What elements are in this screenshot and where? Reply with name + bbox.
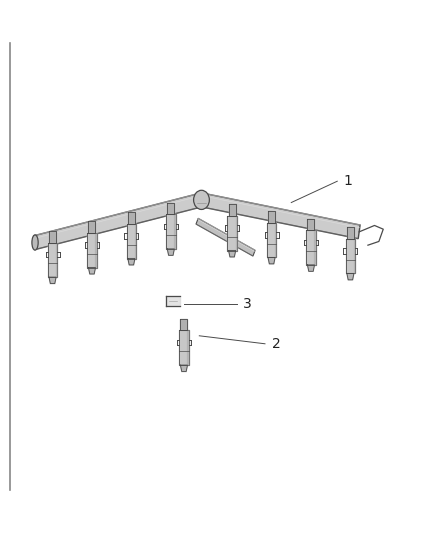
- Polygon shape: [229, 251, 236, 257]
- Text: 1: 1: [344, 174, 353, 188]
- Polygon shape: [88, 268, 95, 274]
- Polygon shape: [167, 203, 174, 214]
- Polygon shape: [196, 219, 255, 256]
- Polygon shape: [347, 273, 354, 280]
- Polygon shape: [34, 193, 203, 249]
- Polygon shape: [127, 224, 136, 259]
- Polygon shape: [128, 212, 135, 224]
- Polygon shape: [346, 239, 355, 273]
- Polygon shape: [48, 243, 57, 277]
- Polygon shape: [267, 223, 276, 257]
- Polygon shape: [180, 365, 187, 372]
- Polygon shape: [229, 204, 236, 216]
- Polygon shape: [187, 330, 189, 365]
- Polygon shape: [201, 193, 360, 239]
- Text: 2: 2: [272, 337, 280, 351]
- Polygon shape: [306, 230, 316, 265]
- Polygon shape: [87, 233, 97, 268]
- Polygon shape: [166, 296, 180, 306]
- Polygon shape: [135, 224, 136, 259]
- Polygon shape: [49, 277, 56, 284]
- Polygon shape: [307, 265, 314, 271]
- Polygon shape: [354, 239, 355, 273]
- Ellipse shape: [32, 235, 38, 250]
- Polygon shape: [268, 257, 275, 264]
- Polygon shape: [49, 231, 56, 243]
- Circle shape: [194, 190, 209, 209]
- Polygon shape: [268, 211, 275, 223]
- Polygon shape: [56, 243, 57, 277]
- Polygon shape: [166, 214, 176, 249]
- Polygon shape: [179, 330, 189, 365]
- Text: 3: 3: [243, 297, 252, 311]
- Polygon shape: [314, 230, 316, 265]
- Polygon shape: [95, 233, 97, 268]
- Polygon shape: [275, 223, 276, 257]
- Polygon shape: [307, 219, 314, 230]
- Polygon shape: [180, 319, 187, 330]
- Polygon shape: [128, 259, 135, 265]
- Polygon shape: [167, 249, 174, 255]
- Polygon shape: [88, 221, 95, 233]
- Polygon shape: [227, 216, 237, 251]
- Polygon shape: [347, 227, 354, 239]
- Polygon shape: [174, 214, 176, 249]
- Polygon shape: [236, 216, 237, 251]
